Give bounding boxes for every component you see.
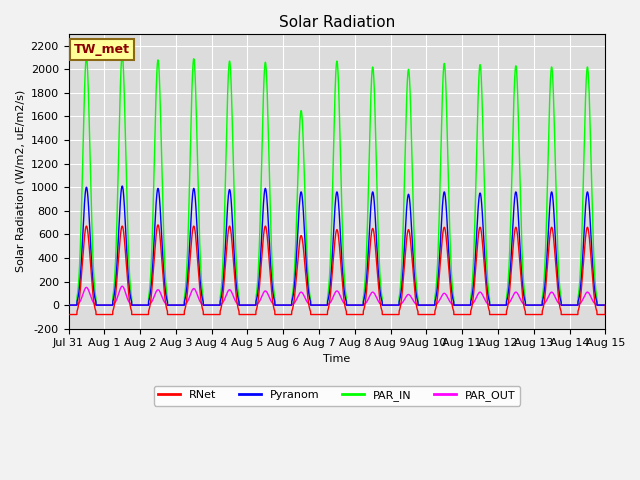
Line: PAR_OUT: PAR_OUT: [68, 286, 605, 305]
RNet: [472, 260, 480, 266]
PAR_IN: [572, 302, 580, 308]
Pyranom: [472, 241, 480, 247]
Legend: RNet, Pyranom, PAR_IN, PAR_OUT: RNet, Pyranom, PAR_IN, PAR_OUT: [154, 386, 520, 406]
Pyranom: [118, 183, 126, 189]
PAR_IN: [472, 172, 480, 178]
RNet: [572, 312, 580, 317]
PAR_OUT: [602, 302, 609, 308]
RNet: [319, 312, 326, 317]
Line: RNet: RNet: [68, 225, 605, 314]
PAR_IN: [457, 302, 465, 308]
PAR_OUT: [457, 302, 465, 308]
PAR_OUT: [65, 302, 72, 308]
Pyranom: [247, 302, 255, 308]
Pyranom: [579, 253, 587, 259]
Title: Solar Radiation: Solar Radiation: [279, 15, 395, 30]
Line: Pyranom: Pyranom: [68, 186, 605, 305]
PAR_IN: [118, 52, 126, 58]
Pyranom: [65, 302, 72, 308]
X-axis label: Time: Time: [323, 354, 351, 364]
Pyranom: [457, 302, 465, 308]
RNet: [65, 312, 72, 317]
RNet: [247, 312, 255, 317]
PAR_IN: [579, 199, 587, 204]
Y-axis label: Solar Radiation (W/m2, uE/m2/s): Solar Radiation (W/m2, uE/m2/s): [15, 90, 25, 273]
PAR_OUT: [579, 297, 587, 302]
Text: TW_met: TW_met: [74, 43, 130, 56]
RNet: [154, 222, 162, 228]
PAR_OUT: [247, 302, 255, 308]
PAR_IN: [602, 302, 609, 308]
RNet: [579, 268, 587, 274]
PAR_IN: [247, 302, 255, 308]
RNet: [457, 312, 465, 317]
PAR_IN: [65, 302, 72, 308]
PAR_OUT: [118, 283, 126, 289]
PAR_OUT: [572, 302, 580, 308]
RNet: [602, 302, 609, 308]
Pyranom: [572, 302, 580, 308]
PAR_OUT: [472, 295, 480, 301]
PAR_IN: [319, 302, 326, 308]
Pyranom: [602, 302, 609, 308]
Pyranom: [319, 302, 326, 308]
PAR_OUT: [319, 302, 326, 308]
Line: PAR_IN: PAR_IN: [68, 55, 605, 305]
